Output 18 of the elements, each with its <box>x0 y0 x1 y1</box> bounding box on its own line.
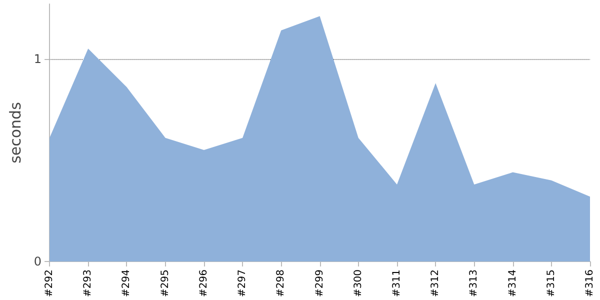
x-tick-label: #293 <box>82 270 94 298</box>
x-tick-label: #297 <box>237 270 248 298</box>
x-tick-label: #313 <box>468 270 480 298</box>
x-tick-label: #314 <box>507 270 518 298</box>
y-axis-title: seconds <box>6 102 24 164</box>
y-tick-label: 0 <box>34 254 42 269</box>
x-tick-label: #298 <box>276 270 287 298</box>
x-tick-label: #299 <box>314 270 326 298</box>
x-tick-label: #296 <box>198 270 210 298</box>
x-tick-label: #312 <box>430 270 442 298</box>
x-tick-label: #316 <box>584 270 596 298</box>
y-tick-label: 1 <box>34 52 42 66</box>
x-tick-label: #292 <box>44 270 56 298</box>
x-tick-label: #300 <box>352 270 364 298</box>
x-tick-label: #294 <box>121 270 132 298</box>
x-tick-label: #315 <box>546 270 557 298</box>
x-tick-label: #295 <box>160 270 171 298</box>
x-tick-label: #311 <box>391 270 402 298</box>
